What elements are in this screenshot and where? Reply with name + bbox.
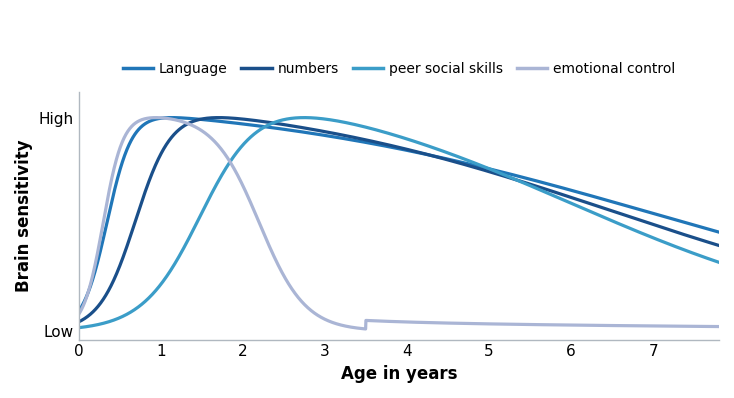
peer social skills: [299, 115, 308, 120]
peer social skills: [715, 260, 724, 265]
peer social skills: [107, 318, 116, 323]
numbers: [214, 115, 223, 120]
Line: Language: Language: [79, 117, 719, 312]
numbers: [107, 283, 116, 288]
emotional control: [107, 179, 116, 183]
numbers: [386, 143, 395, 148]
emotional control: [369, 318, 378, 323]
X-axis label: Age in years: Age in years: [341, 365, 457, 383]
peer social skills: [696, 254, 705, 258]
Line: numbers: numbers: [79, 117, 719, 322]
Language: [697, 224, 705, 229]
peer social skills: [386, 131, 395, 136]
emotional control: [579, 323, 588, 328]
emotional control: [715, 324, 724, 329]
Line: emotional control: emotional control: [79, 117, 719, 329]
peer social skills: [697, 254, 705, 258]
Y-axis label: Brain sensitivity: Brain sensitivity: [15, 139, 33, 292]
numbers: [578, 199, 587, 204]
emotional control: [74, 312, 83, 317]
emotional control: [697, 324, 705, 329]
Language: [74, 309, 83, 314]
peer social skills: [578, 206, 587, 211]
Language: [578, 191, 587, 196]
emotional control: [361, 327, 370, 332]
emotional control: [386, 319, 395, 324]
Legend: Language, numbers, peer social skills, emotional control: Language, numbers, peer social skills, e…: [117, 57, 680, 82]
Language: [715, 230, 724, 234]
numbers: [715, 243, 724, 248]
Line: peer social skills: peer social skills: [79, 117, 719, 328]
Language: [167, 115, 176, 120]
Language: [696, 224, 705, 229]
numbers: [697, 238, 705, 242]
peer social skills: [74, 325, 83, 330]
Language: [386, 144, 395, 149]
Language: [369, 141, 378, 146]
peer social skills: [369, 127, 378, 131]
numbers: [696, 237, 705, 242]
emotional control: [697, 324, 705, 329]
numbers: [74, 320, 83, 324]
emotional control: [151, 115, 160, 120]
numbers: [369, 139, 378, 144]
Language: [107, 201, 116, 206]
